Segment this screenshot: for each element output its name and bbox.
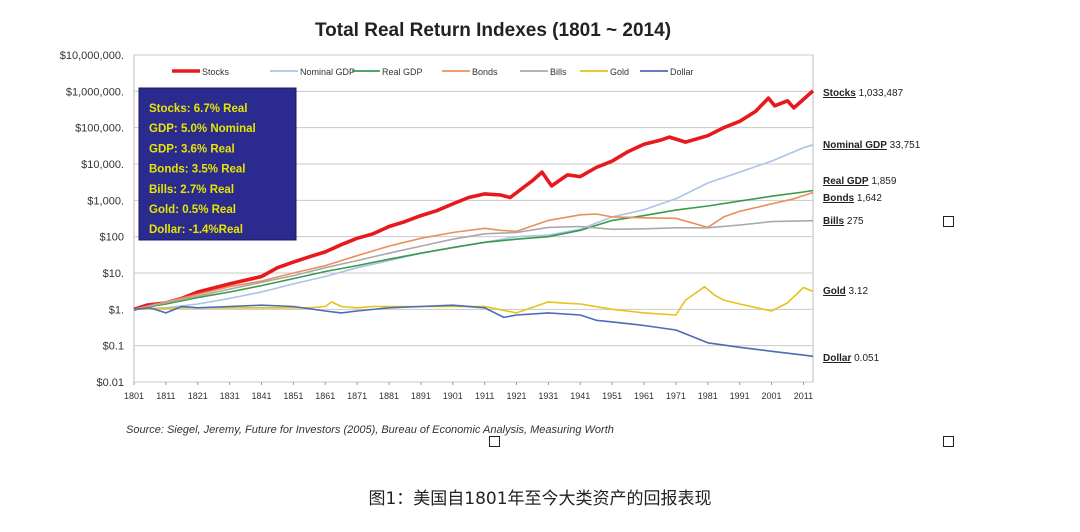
end-label-bonds: Bonds 1,642 xyxy=(823,193,882,204)
x-tick-label: 1831 xyxy=(220,391,240,401)
legend-label: Bonds xyxy=(472,67,498,77)
x-tick-label: 1901 xyxy=(443,391,463,401)
marker-square xyxy=(489,436,500,447)
annotation-line: GDP: 3.6% Real xyxy=(149,143,235,155)
x-tick-label: 1871 xyxy=(347,391,367,401)
annotation-line: Bills: 2.7% Real xyxy=(149,184,234,196)
x-tick-label: 1951 xyxy=(602,391,622,401)
x-tick-label: 1861 xyxy=(315,391,335,401)
legend-label: Stocks xyxy=(202,67,230,77)
y-tick-label: $1,000,000. xyxy=(66,86,124,98)
annotation-line: Dollar: -1.4%Real xyxy=(149,224,243,236)
series-line-dollar xyxy=(133,304,814,358)
marker-square xyxy=(943,216,954,227)
series-line-bonds xyxy=(133,191,814,311)
x-tick-label: 1931 xyxy=(538,391,558,401)
annotation-line: Stocks: 6.7% Real xyxy=(149,103,247,115)
x-tick-label: 1971 xyxy=(666,391,686,401)
end-label-gold: Gold 3.12 xyxy=(823,286,868,297)
series-line-bills xyxy=(133,219,814,311)
series-line-real-gdp xyxy=(133,189,814,311)
end-label-stocks: Stocks 1,033,487 xyxy=(823,88,904,99)
y-tick-label: $100 xyxy=(100,232,124,244)
y-tick-label: $10,000. xyxy=(81,159,124,171)
x-tick-label: 2001 xyxy=(762,391,782,401)
x-tick-label: 1991 xyxy=(730,391,750,401)
x-tick-label: 1881 xyxy=(379,391,399,401)
end-label-real-gdp: Real GDP 1,859 xyxy=(823,176,897,187)
y-tick-label: $10,000,000. xyxy=(60,50,124,62)
x-tick-label: 1841 xyxy=(251,391,271,401)
x-tick-label: 1811 xyxy=(156,391,175,401)
series-line-stocks xyxy=(133,89,815,312)
marker-square xyxy=(943,436,954,447)
y-tick-label: $100,000. xyxy=(75,123,124,135)
x-tick-label: 1911 xyxy=(475,391,494,401)
legend-label: Real GDP xyxy=(382,67,423,77)
x-tick-label: 2011 xyxy=(794,391,813,401)
y-tick-label: $10. xyxy=(103,268,124,280)
end-label-nominal-gdp: Nominal GDP 33,751 xyxy=(823,140,921,151)
series-line-gold xyxy=(133,285,814,316)
y-tick-label: $0.1 xyxy=(103,341,124,353)
source-note: Source: Siegel, Jeremy, Future for Inves… xyxy=(126,424,614,436)
chart: Total Real Return Indexes (1801 ~ 2014) … xyxy=(60,20,921,436)
annotation-line: Bonds: 3.5% Real xyxy=(149,164,246,176)
legend-label: Gold xyxy=(610,67,629,77)
annotation-box xyxy=(138,87,297,241)
annotation-line: Gold: 0.5% Real xyxy=(149,204,236,216)
end-label-bills: Bills 275 xyxy=(823,216,864,227)
figure-caption: 图1：美国自1801年至今大类资产的回报表现 xyxy=(368,489,712,509)
y-tick-label: $0.01 xyxy=(96,377,124,389)
x-tick-label: 1821 xyxy=(188,391,208,401)
x-tick-label: 1941 xyxy=(570,391,590,401)
x-tick-label: 1851 xyxy=(283,391,303,401)
end-label-dollar: Dollar 0.051 xyxy=(823,353,880,364)
y-tick-label: $1,000. xyxy=(87,195,124,207)
legend-label: Bills xyxy=(550,67,567,77)
x-tick-label: 1921 xyxy=(507,391,527,401)
y-tick-label: $1. xyxy=(109,304,124,316)
legend-label: Nominal GDP xyxy=(300,67,355,77)
x-tick-label: 1961 xyxy=(634,391,654,401)
legend-label: Dollar xyxy=(670,67,694,77)
chart-title: Total Real Return Indexes (1801 ~ 2014) xyxy=(315,20,671,41)
annotation-line: GDP: 5.0% Nominal xyxy=(149,123,256,135)
x-tick-label: 1801 xyxy=(124,391,144,401)
x-tick-label: 1891 xyxy=(411,391,431,401)
x-tick-label: 1981 xyxy=(698,391,718,401)
